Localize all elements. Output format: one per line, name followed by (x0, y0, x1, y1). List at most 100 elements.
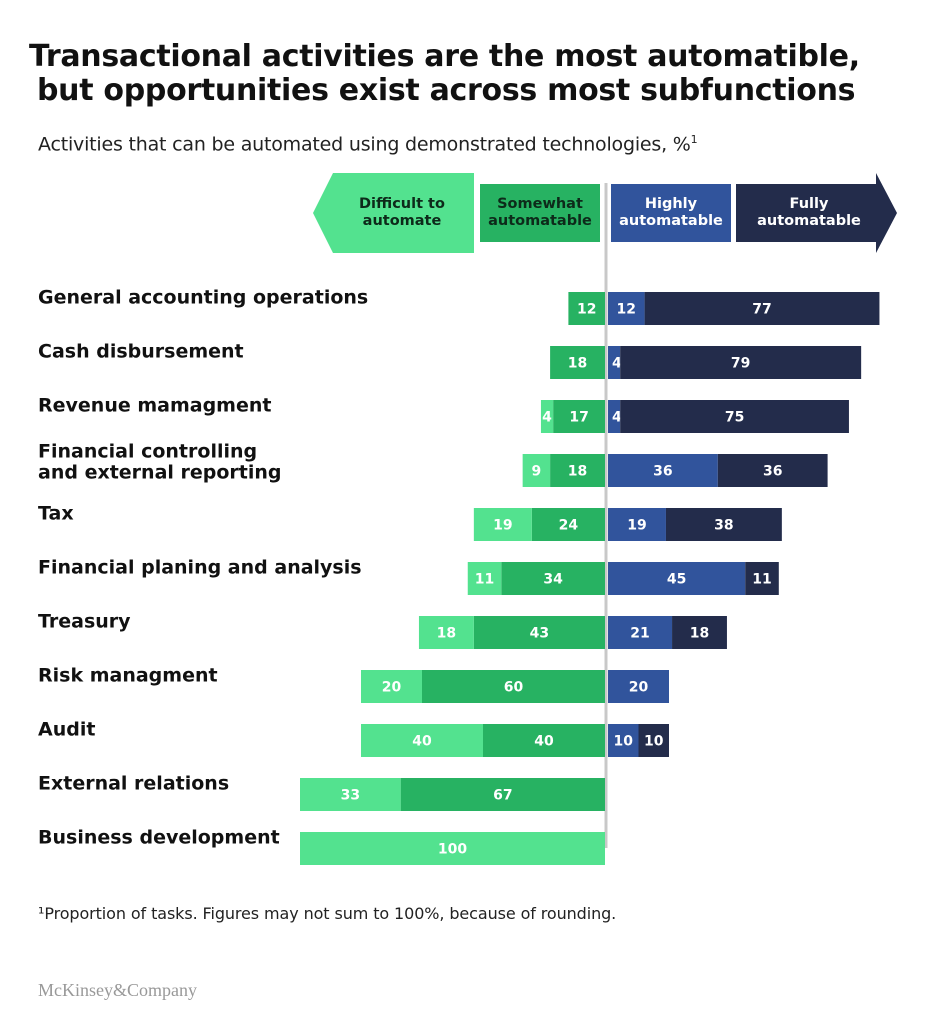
bar-fully (638, 724, 669, 757)
row-label: External relations (38, 773, 229, 795)
row-label: Risk managment (38, 665, 218, 687)
bar-label-somewhat: 24 (559, 518, 579, 534)
bar-difficult (522, 454, 551, 487)
bar-somewhat (568, 292, 605, 325)
bar-label-difficult: 40 (412, 734, 432, 750)
bar-label-highly: 19 (627, 518, 646, 534)
header-box-highly (611, 184, 731, 242)
bar-somewhat (553, 400, 605, 433)
bar-label-difficult: 100 (438, 842, 467, 858)
bar-label-somewhat: 18 (568, 464, 587, 480)
header-box-somewhat (480, 184, 600, 242)
chart-title-line-2: but opportunities exist across most subf… (37, 73, 856, 108)
bar-fully (672, 616, 727, 649)
row-label: Audit (38, 719, 95, 741)
bar-highly (608, 562, 746, 595)
row-label: General accounting operations (38, 287, 368, 309)
bar-fully (644, 292, 880, 325)
bar-label-highly: 12 (617, 302, 636, 318)
bar-label-somewhat: 60 (504, 680, 524, 696)
bar-fully (620, 400, 849, 433)
bar-label-highly: 45 (667, 572, 686, 588)
chart-title: Transactional activities are the most au… (29, 40, 909, 108)
bar-label-fully: 36 (763, 464, 782, 480)
chart-subtitle: Activities that can be automated using d… (38, 133, 698, 156)
header-arrow-difficult (313, 173, 474, 253)
bar-difficult (473, 508, 532, 541)
mckinsey-logo: McKinsey&Company (38, 980, 197, 1000)
bar-difficult (361, 724, 483, 757)
header-arrow-fully (736, 173, 897, 253)
bar-highly (608, 724, 639, 757)
bar-label-somewhat: 67 (493, 788, 512, 804)
row-label: Financial planing and analysis (38, 557, 362, 579)
diverging-bar-chart: Difficult toautomateSomewhatautomatableH… (38, 173, 897, 865)
bar-highly (608, 292, 645, 325)
footnote-marker: 1 (690, 133, 698, 146)
bar-label-somewhat: 34 (543, 572, 563, 588)
header-label-fully: Fully (790, 196, 829, 212)
bar-label-difficult: 19 (493, 518, 512, 534)
bar-label-fully: 18 (690, 626, 709, 642)
bar-label-fully: 10 (644, 734, 664, 750)
bar-label-difficult: 4 (542, 410, 552, 426)
bar-fully (665, 508, 782, 541)
bar-fully (620, 346, 862, 379)
bar-label-highly: 4 (612, 410, 622, 426)
bar-label-difficult: 9 (532, 464, 542, 480)
bar-difficult (300, 832, 605, 865)
row-label: Tax (38, 503, 74, 525)
bar-label-difficult: 18 (437, 626, 456, 642)
row-label: Revenue mamagment (38, 395, 271, 417)
header-label-somewhat: automatable (488, 213, 592, 229)
bar-difficult (418, 616, 474, 649)
bar-somewhat (550, 454, 605, 487)
bar-label-somewhat: 40 (534, 734, 554, 750)
bar-difficult (300, 778, 401, 811)
bar-label-difficult: 20 (382, 680, 402, 696)
bar-label-somewhat: 43 (530, 626, 549, 642)
bar-difficult (540, 400, 554, 433)
bar-somewhat (400, 778, 605, 811)
bar-highly (608, 400, 621, 433)
bar-highly (608, 616, 673, 649)
bar-somewhat (501, 562, 605, 595)
header-label-highly: Highly (645, 196, 698, 212)
bar-highly (608, 454, 718, 487)
bar-label-fully: 79 (731, 356, 750, 372)
row-label: Financial controlling (38, 441, 257, 463)
bar-difficult (361, 670, 422, 703)
bar-label-difficult: 33 (341, 788, 360, 804)
header-label-somewhat: Somewhat (497, 196, 583, 212)
header-label-highly: automatable (619, 213, 723, 229)
bar-label-fully: 38 (714, 518, 733, 534)
header-label-fully: automatable (757, 213, 861, 229)
chart-title-line-1: Transactional activities are the most au… (29, 39, 860, 74)
bar-label-somewhat: 12 (577, 302, 596, 318)
bar-somewhat (531, 508, 605, 541)
bar-label-highly: 20 (629, 680, 649, 696)
bar-fully (717, 454, 828, 487)
bar-somewhat (483, 724, 605, 757)
row-label: Treasury (38, 611, 131, 633)
bar-label-highly: 21 (630, 626, 649, 642)
footnote: ¹Proportion of tasks. Figures may not su… (38, 904, 617, 923)
row-label: Business development (38, 827, 280, 849)
bar-label-fully: 75 (725, 410, 744, 426)
header-label-difficult: Difficult to (359, 196, 445, 212)
bar-label-difficult: 11 (475, 572, 494, 588)
bar-label-fully: 11 (752, 572, 771, 588)
bar-highly (608, 346, 621, 379)
bar-label-fully: 77 (752, 302, 771, 318)
header-label-difficult: automate (363, 213, 442, 229)
row-label: Cash disbursement (38, 341, 244, 363)
bar-label-somewhat: 18 (568, 356, 587, 372)
row-label: and external reporting (38, 462, 282, 484)
bar-fully (745, 562, 779, 595)
bar-somewhat (422, 670, 605, 703)
bar-somewhat (550, 346, 605, 379)
bar-label-highly: 36 (653, 464, 672, 480)
bar-label-highly: 4 (612, 356, 622, 372)
bar-highly (608, 670, 669, 703)
chart-subtitle-text: Activities that can be automated using d… (38, 133, 691, 156)
